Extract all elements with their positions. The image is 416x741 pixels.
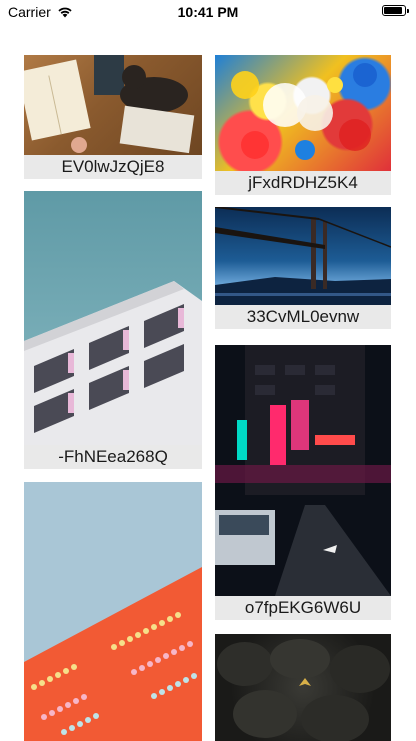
photo-image (215, 345, 391, 596)
desk-scene (24, 55, 195, 154)
neon-street (215, 345, 391, 596)
battery-icon (382, 5, 409, 16)
battery-fill (384, 7, 403, 14)
photo-card[interactable]: jFxdRDHZ5K4 (215, 55, 391, 195)
photo-card[interactable]: 33CvML0evnw (215, 207, 391, 329)
photo-image (215, 55, 391, 171)
status-left: Carrier (8, 4, 73, 20)
photo-image (24, 55, 202, 155)
dark-rocks-leaf (217, 639, 390, 741)
status-time: 10:41 PM (177, 4, 239, 20)
photo-caption: 33CvML0evnw (215, 305, 391, 329)
wifi-icon (58, 7, 72, 18)
status-bar: Carrier 10:41 PM (0, 0, 416, 24)
photo-card[interactable]: EV0lwJzQjE8 (24, 55, 202, 179)
carrier-label: Carrier (8, 4, 51, 20)
battery-indicator (382, 5, 409, 16)
photo-caption: o7fpEKG6W6U (215, 596, 391, 620)
bridge-night (215, 207, 391, 305)
photo-card[interactable] (24, 482, 202, 741)
photo-image (215, 634, 391, 741)
abstract-paint (231, 63, 377, 160)
photo-card[interactable]: -FhNEea268Q (24, 191, 202, 469)
orange-wall-balls (24, 482, 202, 741)
photo-image (24, 191, 202, 445)
photo-image (24, 482, 202, 741)
photo-caption: jFxdRDHZ5K4 (215, 171, 391, 195)
photo-caption: EV0lwJzQjE8 (24, 155, 202, 179)
photo-card[interactable] (215, 634, 391, 741)
photo-caption: -FhNEea268Q (24, 445, 202, 469)
building-balconies (24, 281, 202, 445)
photo-image (215, 207, 391, 305)
photo-card[interactable]: o7fpEKG6W6U (215, 345, 391, 620)
